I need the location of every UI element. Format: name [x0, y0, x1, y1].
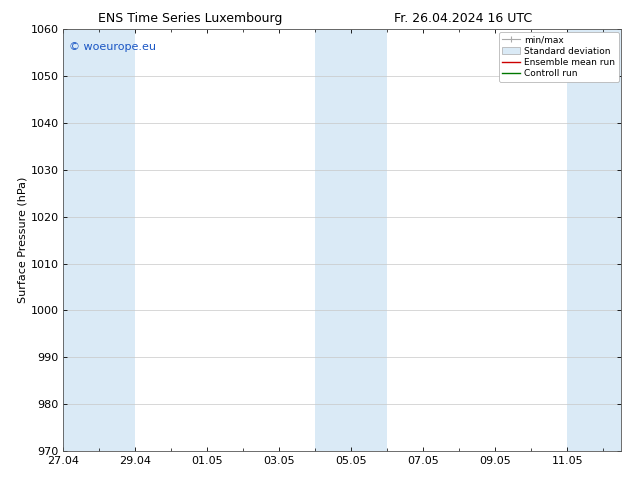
Text: ENS Time Series Luxembourg: ENS Time Series Luxembourg: [98, 12, 282, 25]
Bar: [63, 29, 136, 451]
Bar: [315, 29, 387, 451]
Bar: [567, 29, 621, 451]
Text: Fr. 26.04.2024 16 UTC: Fr. 26.04.2024 16 UTC: [394, 12, 532, 25]
Text: © woeurope.eu: © woeurope.eu: [69, 42, 156, 52]
Legend: min/max, Standard deviation, Ensemble mean run, Controll run: min/max, Standard deviation, Ensemble me…: [499, 32, 619, 82]
Y-axis label: Surface Pressure (hPa): Surface Pressure (hPa): [18, 177, 28, 303]
